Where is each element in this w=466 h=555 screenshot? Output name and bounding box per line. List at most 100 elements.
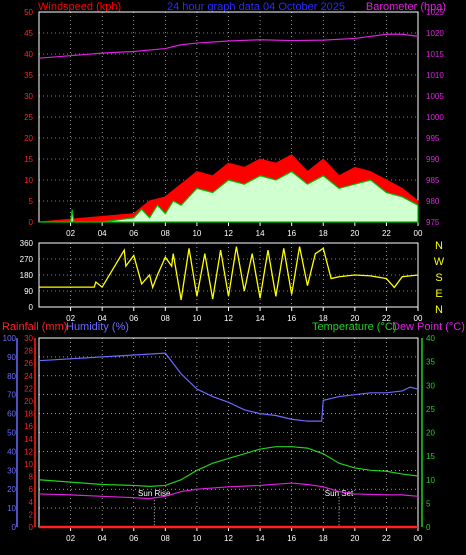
x-tick-label: 22 [382,229,391,238]
temperature-axis-tick: 35 [426,358,435,367]
humidity-axis-tick: 100 [3,334,17,343]
direction-axis-tick: 270 [20,255,34,264]
x-tick-label: 04 [98,534,107,543]
x-tick-label: 06 [129,229,138,238]
x-tick-label: 00 [414,229,423,238]
humidity-axis-tick: 60 [7,410,16,419]
temperature-axis-tick: 40 [426,334,435,343]
x-tick-label: 08 [161,314,170,323]
x-tick-label: 22 [382,314,391,323]
temperature-axis-tick: 25 [426,405,435,414]
wind-axis-tick: 30 [24,92,33,101]
x-tick-label: 06 [129,314,138,323]
sun-marker-label: Sun Set [325,489,354,498]
x-tick-label: 08 [161,229,170,238]
x-tick-label: 04 [98,314,107,323]
x-tick-label: 02 [66,314,75,323]
barometer-axis-tick: 980 [426,197,440,206]
temperature-axis-tick: 10 [426,476,435,485]
temperature-axis-tick: 15 [426,452,435,461]
compass-label: W [434,256,445,268]
rain-axis-tick: 30 [24,334,33,343]
humidity-axis-title: Humidity (%) [66,321,129,333]
temperature-line [38,446,419,487]
barometer-axis-tick: 995 [426,134,440,143]
x-tick-label: 12 [224,229,233,238]
x-tick-label: 20 [350,534,359,543]
rain-axis-tick: 22 [24,384,33,393]
x-tick-label: 14 [256,229,265,238]
x-tick-label: 18 [319,229,328,238]
wind-axis-tick: 20 [24,134,33,143]
humidity-axis-tick: 10 [7,504,16,513]
wind-axis-tick: 15 [24,155,33,164]
barometer-axis-tick: 1005 [426,92,444,101]
dewpoint-axis-title: Dew Point (°C) [392,321,465,333]
rain-axis-tick: 20 [24,397,33,406]
barometer-axis-tick: 990 [426,155,440,164]
rain-axis-tick: 4 [29,498,34,507]
x-tick-label: 20 [350,229,359,238]
windspeed-title: Windspeed (kph) [38,1,121,13]
rain-axis-tick: 24 [24,372,33,381]
x-tick-label: 18 [319,314,328,323]
temperature-axis-tick: 20 [426,429,435,438]
x-tick-label: 18 [319,534,328,543]
x-tick-label: 02 [66,534,75,543]
rain-axis-tick: 28 [24,347,33,356]
x-tick-label: 12 [224,314,233,323]
wind-axis-tick: 40 [24,50,33,59]
wind-axis-tick: 45 [24,29,33,38]
rain-axis-tick: 10 [24,460,33,469]
humidity-axis-tick: 80 [7,372,16,381]
humidity-axis-tick: 70 [7,391,16,400]
temperature-axis-tick: 0 [426,523,431,532]
barometer-axis-tick: 985 [426,176,440,185]
humidity-axis-tick: 90 [7,353,16,362]
rain-axis-tick: 8 [29,473,34,482]
temperature-axis-title: Temperature (°C) [312,321,396,333]
rain-axis-tick: 16 [24,422,33,431]
barometer-axis-tick: 1000 [426,113,444,122]
dewpoint-line [38,482,419,500]
direction-axis-tick: 180 [20,271,34,280]
humidity-axis-tick: 30 [7,466,16,475]
humidity-axis-tick: 50 [7,429,16,438]
rain-axis-tick: 14 [24,435,33,444]
x-tick-label: 14 [256,534,265,543]
barometer-axis-tick: 1020 [426,29,444,38]
wind-axis-tick: 25 [24,113,33,122]
humidity-line [38,352,419,422]
x-tick-label: 04 [98,229,107,238]
rain-axis-tick: 6 [29,485,34,494]
wind-axis-tick: 35 [24,71,33,80]
x-tick-label: 16 [287,229,296,238]
rain-axis-title: Rainfall (mm) [2,321,67,333]
barometer-axis-tick: 975 [426,218,440,227]
windspeed-area [39,170,419,223]
x-tick-label: 14 [256,314,265,323]
x-tick-label: 20 [350,314,359,323]
barometer-line [38,33,419,59]
rain-axis-tick: 12 [24,447,33,456]
compass-label: S [435,272,442,284]
x-tick-label: 00 [414,534,423,543]
wind-axis-tick: 10 [24,176,33,185]
compass-label: E [435,288,442,300]
wind-axis-tick: 0 [29,218,34,227]
barometer-axis-tick: 1010 [426,71,444,80]
x-tick-label: 10 [192,534,201,543]
humidity-axis-tick: 20 [7,485,16,494]
barometer-title: Barometer (hpa) [366,1,446,13]
rain-axis-tick: 0 [29,523,34,532]
temperature-axis-tick: 5 [426,499,431,508]
graph-date-title: 24 hour graph data 04 October 2025 [167,1,345,13]
x-tick-label: 22 [382,534,391,543]
x-tick-label: 10 [192,229,201,238]
x-tick-label: 16 [287,534,296,543]
rain-axis-tick: 18 [24,410,33,419]
sun-marker-label: Sun Rise [138,489,171,498]
direction-axis-tick: 90 [24,287,33,296]
